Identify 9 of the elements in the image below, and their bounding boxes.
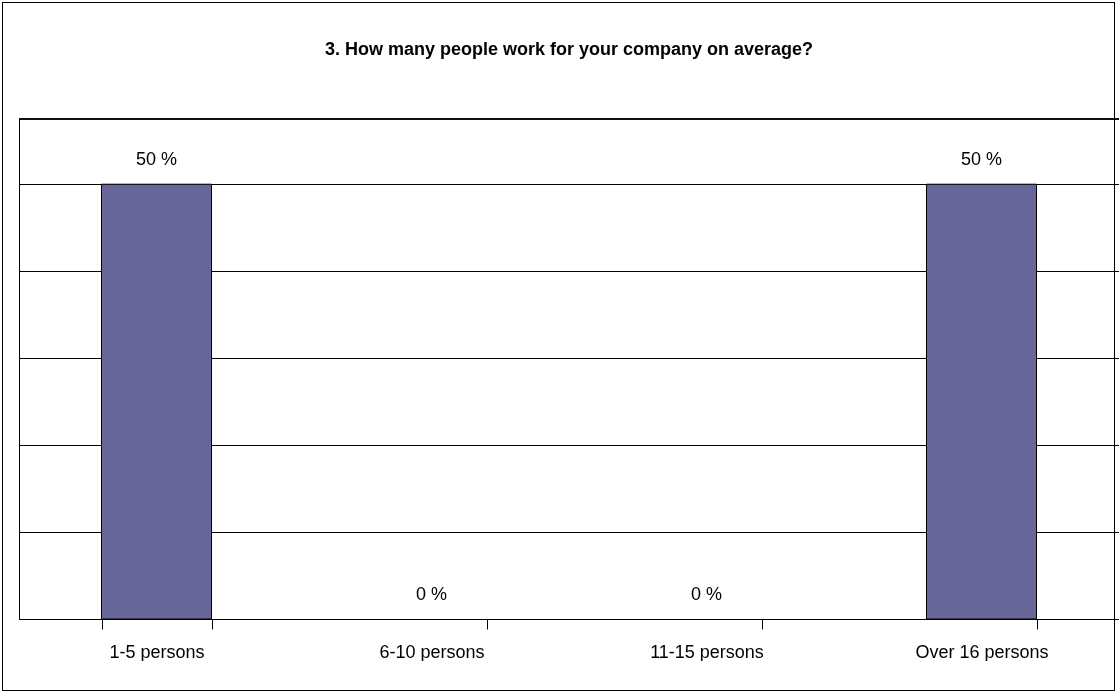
x-tick-label: 6-10 persons: [379, 641, 485, 662]
x-tick-label: Over 16 persons: [915, 641, 1049, 662]
x-tick-label: 1-5 persons: [109, 641, 205, 662]
chart-title: 3. How many people work for your company on average?: [324, 38, 814, 59]
x-tick-label: 11-15 persons: [650, 641, 764, 662]
data-label: 50 %: [960, 149, 1003, 170]
data-label: 0 %: [415, 584, 448, 604]
data-label: 50 %: [135, 149, 178, 170]
data-label: 0 %: [690, 584, 723, 604]
